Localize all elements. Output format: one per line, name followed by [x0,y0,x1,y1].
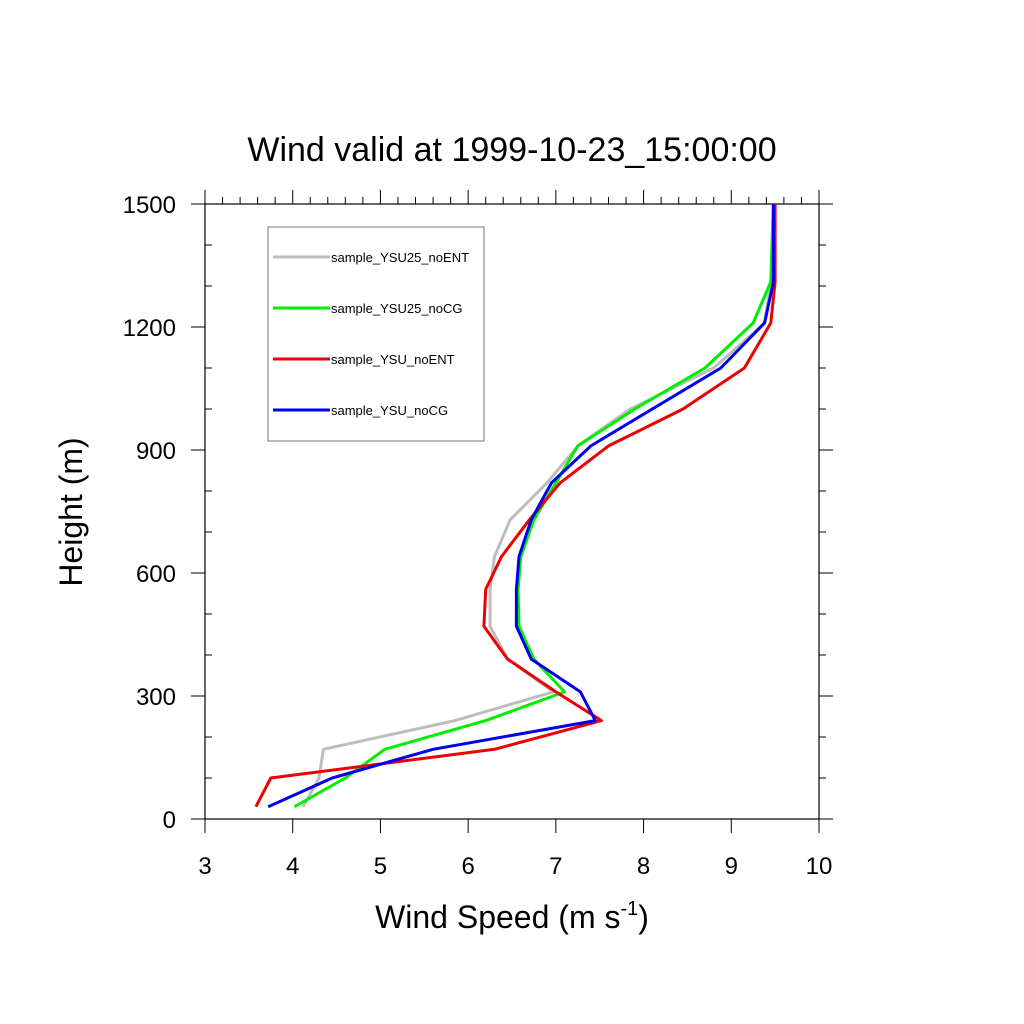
x-axis-label-main: Wind Speed (m s [375,899,620,935]
x-axis-label-superscript: -1 [620,898,638,920]
x-tick-label: 6 [461,853,474,880]
legend-label: sample_YSU25_noENT [331,250,469,265]
chart-title: Wind valid at 1999-10-23_15:00:00 [247,131,776,169]
legend-label: sample_YSU25_noCG [331,301,463,316]
y-tick-label: 600 [136,561,176,588]
plot-frame [204,203,820,820]
x-tick-label: 9 [725,853,738,880]
x-tick-label: 4 [286,853,299,880]
legend: sample_YSU25_noENT sample_YSU25_noCGsampl… [267,226,485,442]
series-line-sample_YSU25_noENT [301,203,775,808]
y-tick-label: 300 [136,684,176,711]
y-tick-label: 0 [163,807,176,834]
x-tick-label: 7 [549,853,562,880]
series-lines [254,203,777,809]
legend-label: sample_YSU_noENT [331,352,455,367]
legend-box [267,226,485,442]
y-axis-label: Height (m) [53,437,89,586]
x-tick-label: 5 [374,853,387,880]
x-tick-label: 10 [806,853,833,880]
y-tick-label: 1500 [123,192,176,219]
axis-ticks [191,190,833,833]
y-tick-label: 1200 [123,315,176,342]
x-axis-label: Wind Speed (m s-1) [375,898,649,935]
legend-label: sample_YSU_noCG [331,403,448,418]
series-line-sample_YSU_noCG [267,204,775,809]
y-tick-label: 900 [136,438,176,465]
x-tick-labels: 3 4 5 6 7 8 9 10 [198,853,832,880]
y-tick-labels: 0 300 600 900 1200 1500 [123,192,176,834]
x-axis-label-close: ) [638,899,649,935]
plot-border [204,203,820,820]
series-line-sample_YSU_noENT [254,204,777,808]
x-tick-label: 8 [637,853,650,880]
series-line-sample_YSU25_noCG [293,203,775,809]
x-tick-label: 3 [198,853,211,880]
legend-items: sample_YSU25_noENT sample_YSU25_noCGsampl… [273,250,469,418]
